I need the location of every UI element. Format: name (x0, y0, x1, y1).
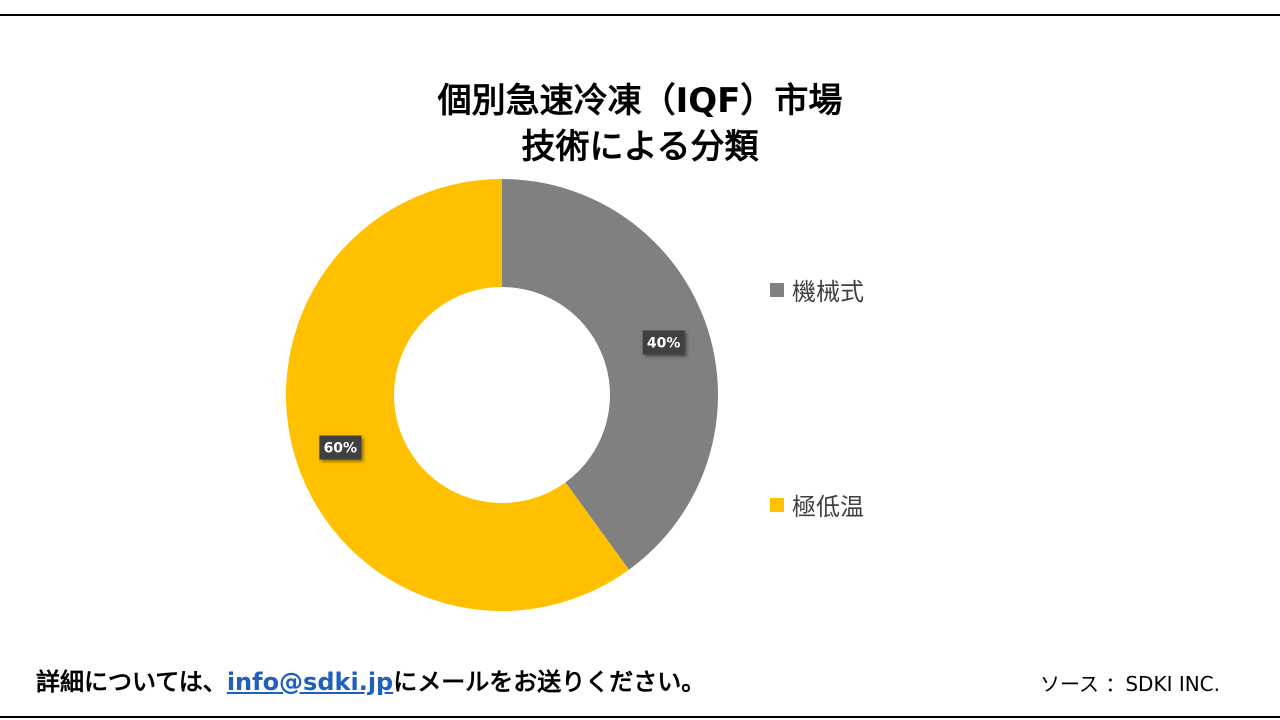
donut-slice-1 (502, 179, 718, 570)
chart-title-line-1: 個別急速冷凍（IQF）市場 (437, 81, 843, 121)
legend-item-1: 機械式 (770, 272, 864, 307)
legend-swatch-2 (770, 497, 784, 512)
top-rule (0, 14, 1280, 16)
chart-title-line-2: 技術による分類 (521, 127, 759, 167)
legend-label-1: 機械式 (792, 278, 864, 306)
contact-note: 詳細については、info@sdki.jpにメールをお送りください。 (36, 662, 705, 697)
source-note: ソース ：SDKI INC. (1040, 672, 1221, 696)
contact-suffix: にメールをお送りください。 (393, 668, 706, 696)
data-label-2: 60% (319, 435, 362, 460)
legend-label-2: 極低温 (792, 493, 864, 521)
donut-slice-2 (286, 178, 629, 611)
data-label-1: 40% (642, 330, 685, 355)
bottom-rule (0, 716, 1280, 718)
data-label-box-1 (642, 330, 685, 355)
legend-swatch-1 (770, 282, 784, 297)
data-label-box-2 (319, 435, 362, 460)
data-label-text-2: 60% (324, 441, 358, 457)
legend-item-2: 極低温 (770, 487, 864, 522)
chart-title: 個別急速冷凍（IQF）市場 技術による分類 (0, 78, 1280, 170)
contact-email-link[interactable]: info@sdki.jp (226, 668, 394, 696)
contact-prefix: 詳細については、 (36, 668, 227, 696)
data-label-text-1: 40% (647, 335, 681, 351)
